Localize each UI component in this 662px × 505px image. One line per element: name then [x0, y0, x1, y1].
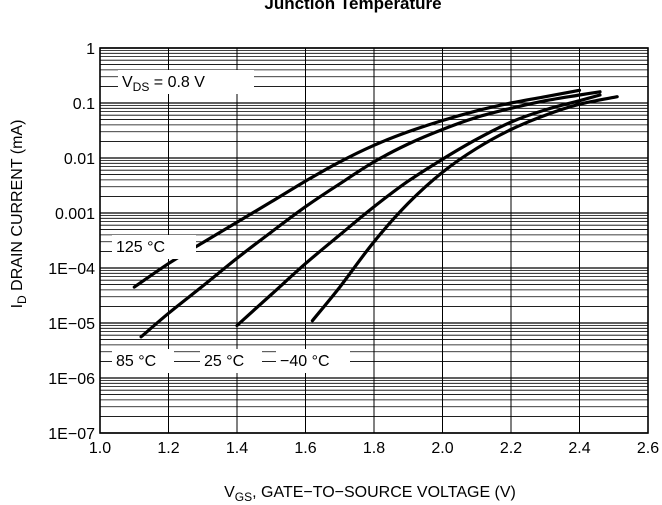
x-tick-labels: 1.0 1.2 1.4 1.6 1.8 2.0 2.2 2.4 2.6	[89, 440, 659, 457]
x-tick-label: 1.0	[89, 440, 111, 457]
annotations: VDS = 0.8 V 125 °C 85 °C 25 °C −40 °C	[112, 70, 350, 373]
series-line-3	[310, 95, 619, 323]
x-tick-label: 2.2	[500, 440, 522, 457]
series-label-0-bg	[112, 235, 196, 259]
x-tick-label: 1.8	[363, 440, 385, 457]
x-tick-label: 1.4	[226, 440, 248, 457]
x-tick-label: 1.2	[157, 440, 179, 457]
series-label-0: 125 °C	[116, 239, 165, 256]
series-label-1-bg	[112, 349, 174, 373]
y-tick-label: 0.001	[55, 206, 95, 223]
series-line-1	[139, 90, 602, 339]
x-axis-label: VGS, GATE−TO−SOURCE VOLTAGE (V)	[224, 484, 516, 504]
y-tick-label: 0.1	[73, 96, 95, 113]
series-label-3-bg	[276, 349, 350, 373]
y-tick-label: 1E−07	[48, 426, 95, 443]
series-line-2	[235, 93, 602, 328]
y-tick-label: 1	[86, 41, 95, 58]
series-label-2-bg	[200, 349, 262, 373]
series-line-0	[132, 88, 582, 289]
y-tick-labels: 1 0.1 0.01 0.001 1E−04 1E−05 1E−06 1E−07	[48, 41, 95, 443]
y-tick-label: 1E−05	[48, 316, 95, 333]
plot-border	[99, 47, 649, 434]
x-tick-label: 2.4	[568, 440, 590, 457]
series-label-2: 25 °C	[204, 353, 244, 370]
y-tick-label: 1E−04	[48, 261, 95, 278]
plot-frame	[99, 47, 649, 434]
chart-title: Junction Temperature	[264, 0, 441, 13]
x-tick-label: 2.6	[637, 440, 659, 457]
y-tick-label: 0.01	[64, 151, 95, 168]
condition-label-bg	[118, 70, 254, 94]
y-axis-label: ID DRAIN CURRENT (mA)	[9, 120, 29, 309]
x-tick-label: 2.0	[431, 440, 453, 457]
condition-label: VDS = 0.8 V	[122, 74, 205, 94]
series-label-1: 85 °C	[116, 353, 156, 370]
x-tick-label: 1.6	[294, 440, 316, 457]
series-lines	[132, 88, 619, 339]
series-label-3: −40 °C	[280, 353, 330, 370]
y-tick-label: 1E−06	[48, 371, 95, 388]
grid	[99, 47, 649, 434]
